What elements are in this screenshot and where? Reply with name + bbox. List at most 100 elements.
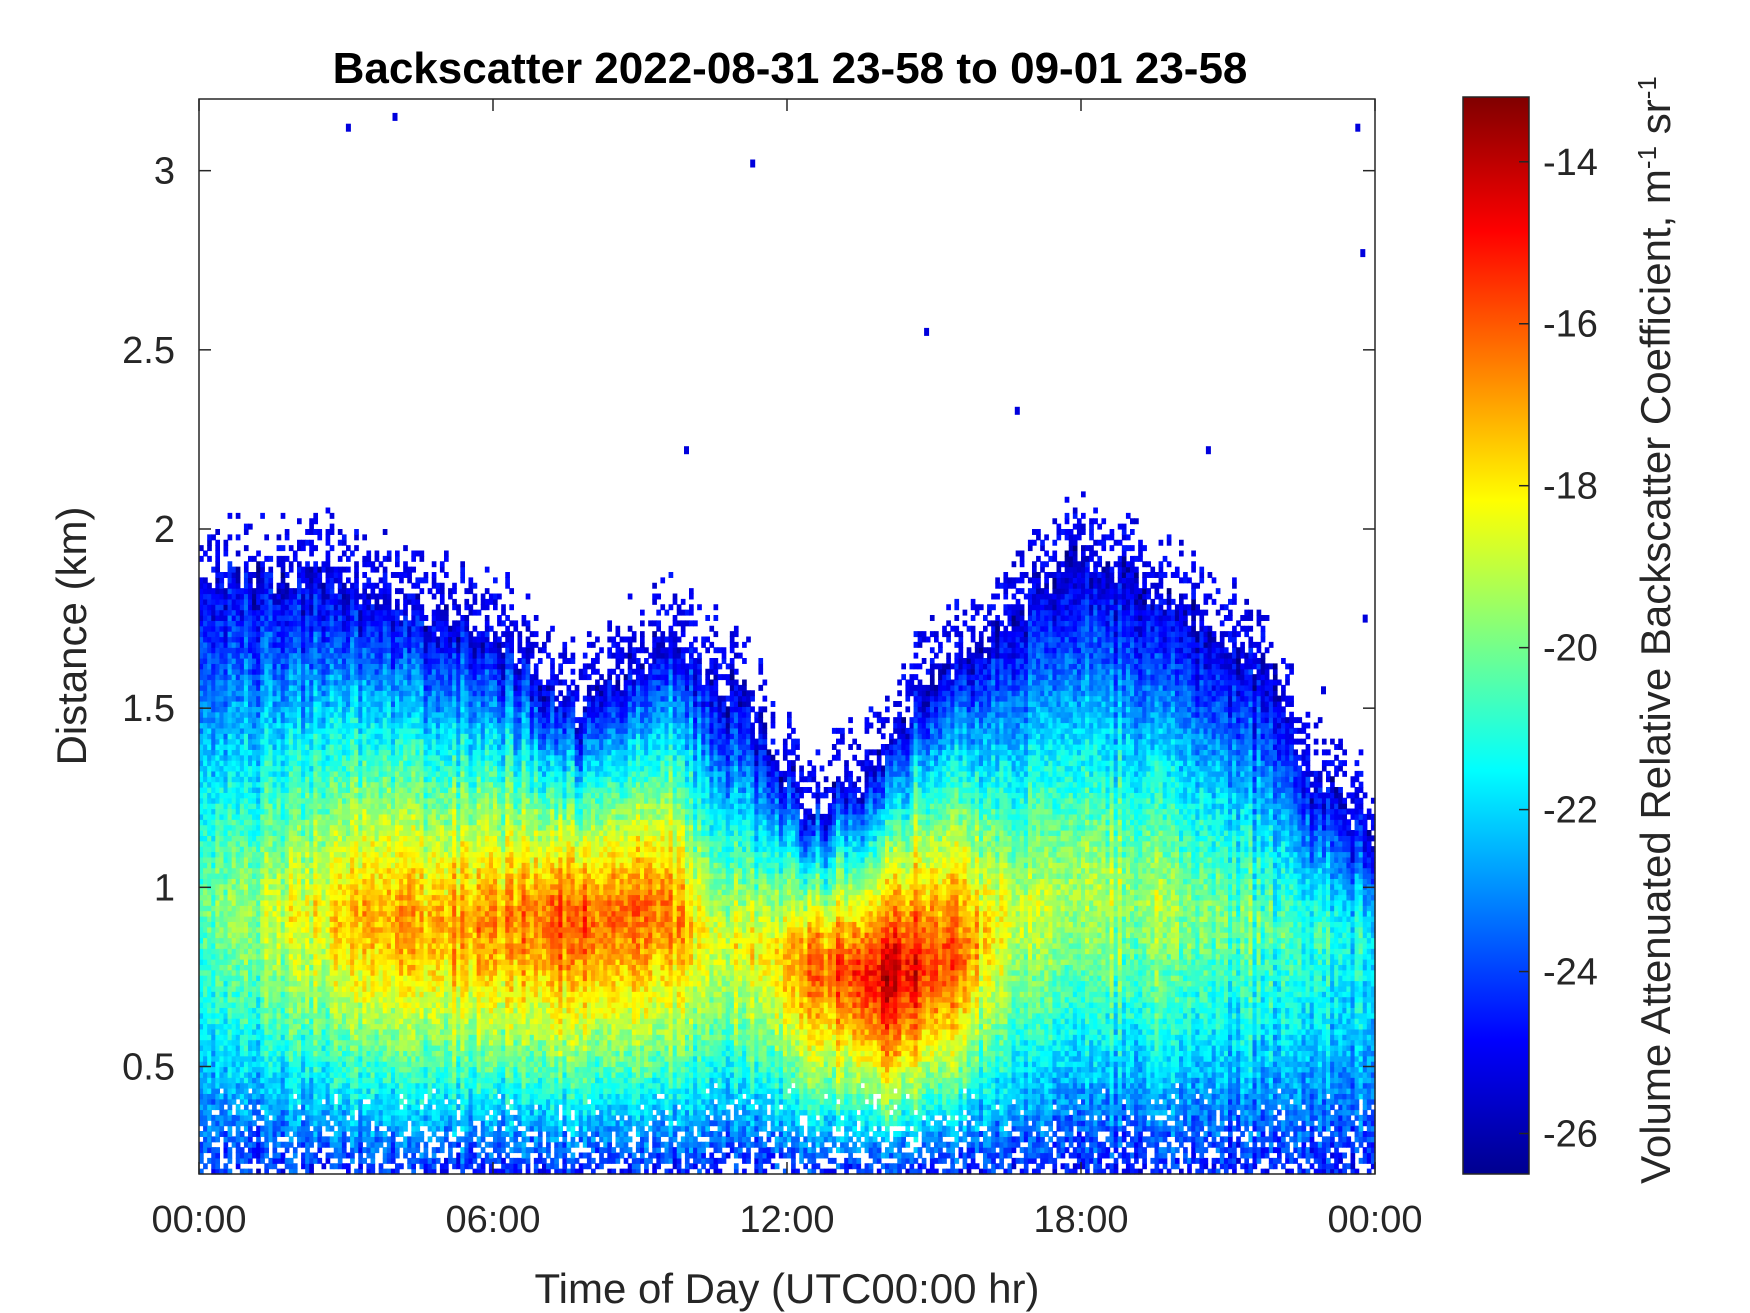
- heatmap-cell: [293, 943, 298, 949]
- heatmap-cell: [322, 685, 327, 691]
- heatmap-cell: [224, 900, 229, 906]
- heatmap-cell: [309, 1013, 314, 1019]
- heatmap-cell: [354, 905, 359, 911]
- heatmap-cell: [293, 680, 298, 686]
- heatmap-cell: [334, 1067, 339, 1073]
- heatmap-cell: [232, 588, 237, 594]
- heatmap-cell: [322, 905, 327, 911]
- heatmap-cell: [273, 1045, 278, 1051]
- heatmap-cell: [203, 594, 208, 600]
- heatmap-cell: [366, 943, 371, 949]
- heatmap-cell: [285, 981, 290, 987]
- heatmap-cell: [273, 1093, 278, 1099]
- heatmap-cell: [379, 685, 384, 691]
- heatmap-cell: [256, 997, 261, 1003]
- heatmap-cell: [379, 658, 384, 664]
- heatmap-cell: [313, 1072, 318, 1078]
- heatmap-cell: [281, 680, 286, 686]
- heatmap-cell: [211, 792, 216, 798]
- heatmap-cell: [326, 637, 331, 643]
- heatmap-cell: [224, 766, 229, 772]
- heatmap-cell: [371, 1083, 376, 1089]
- heatmap-cell: [215, 760, 220, 766]
- heatmap-cell: [338, 1045, 343, 1051]
- heatmap-cell: [371, 1072, 376, 1078]
- heatmap-cell: [215, 1088, 220, 1094]
- heatmap-cell: [297, 970, 302, 976]
- heatmap-cell: [330, 1088, 335, 1094]
- heatmap-cell: [264, 728, 269, 734]
- heatmap-cell: [240, 798, 245, 804]
- heatmap-cell: [215, 1061, 220, 1067]
- heatmap-cell: [273, 594, 278, 600]
- heatmap-cell: [334, 637, 339, 643]
- heatmap-cell: [219, 631, 224, 637]
- heatmap-cell: [342, 948, 347, 954]
- heatmap-cell: [244, 647, 249, 653]
- heatmap-cell: [362, 685, 367, 691]
- heatmap-cell: [244, 986, 249, 992]
- heatmap-cell: [281, 1115, 286, 1121]
- heatmap-cell: [203, 841, 208, 847]
- heatmap-cell: [366, 696, 371, 702]
- heatmap-cell: [240, 889, 245, 895]
- heatmap-cell: [281, 776, 286, 782]
- heatmap-cell: [346, 884, 351, 890]
- heatmap-cell: [301, 1163, 306, 1169]
- heatmap-cell: [338, 712, 343, 718]
- heatmap-cell: [244, 1083, 249, 1089]
- heatmap-cell: [203, 739, 208, 745]
- heatmap-cell: [334, 868, 339, 874]
- heatmap-cell: [281, 690, 286, 696]
- heatmap-cell: [346, 1153, 351, 1159]
- heatmap-cell: [293, 921, 298, 927]
- heatmap-cell: [305, 798, 310, 804]
- heatmap-cell: [317, 1120, 322, 1126]
- heatmap-cell: [326, 529, 331, 535]
- heatmap-cell: [236, 567, 241, 573]
- heatmap-cell: [248, 712, 253, 718]
- heatmap-cell: [354, 766, 359, 772]
- heatmap-cell: [260, 900, 265, 906]
- heatmap-cell: [305, 1077, 310, 1083]
- heatmap-cell: [366, 594, 371, 600]
- heatmap-cell: [219, 970, 224, 976]
- heatmap-cell: [264, 1061, 269, 1067]
- heatmap-cell: [215, 626, 220, 632]
- heatmap-cell: [281, 685, 286, 691]
- heatmap-cell: [293, 1024, 298, 1030]
- heatmap-cell: [289, 1120, 294, 1126]
- heatmap-cell: [309, 1142, 314, 1148]
- heatmap-cell: [375, 927, 380, 933]
- heatmap-cell: [211, 830, 216, 836]
- heatmap-cell: [350, 766, 355, 772]
- heatmap-cell: [248, 717, 253, 723]
- heatmap-cell: [375, 873, 380, 879]
- heatmap-cell: [252, 814, 257, 820]
- heatmap-cell: [244, 1024, 249, 1030]
- heatmap-cell: [236, 1104, 241, 1110]
- heatmap-cell: [342, 900, 347, 906]
- heatmap-cell: [338, 1072, 343, 1078]
- heatmap-cell: [228, 975, 233, 981]
- heatmap-cell: [322, 1072, 327, 1078]
- heatmap-cell: [228, 981, 233, 987]
- heatmap-cell: [203, 959, 208, 965]
- heatmap-cell: [273, 1050, 278, 1056]
- heatmap-cell: [232, 1056, 237, 1062]
- heatmap-cell: [293, 803, 298, 809]
- heatmap-cell: [281, 556, 286, 562]
- heatmap-cell: [297, 803, 302, 809]
- heatmap-cell: [289, 723, 294, 729]
- heatmap-cell: [285, 658, 290, 664]
- heatmap-cell: [371, 1050, 376, 1056]
- heatmap-cell: [289, 1040, 294, 1046]
- heatmap-cell: [301, 986, 306, 992]
- heatmap-cell: [277, 776, 282, 782]
- heatmap-cell: [277, 803, 282, 809]
- heatmap-cell: [334, 964, 339, 970]
- heatmap-cell: [293, 685, 298, 691]
- heatmap-cell: [354, 964, 359, 970]
- heatmap-cell: [248, 862, 253, 868]
- heatmap-cell: [203, 889, 208, 895]
